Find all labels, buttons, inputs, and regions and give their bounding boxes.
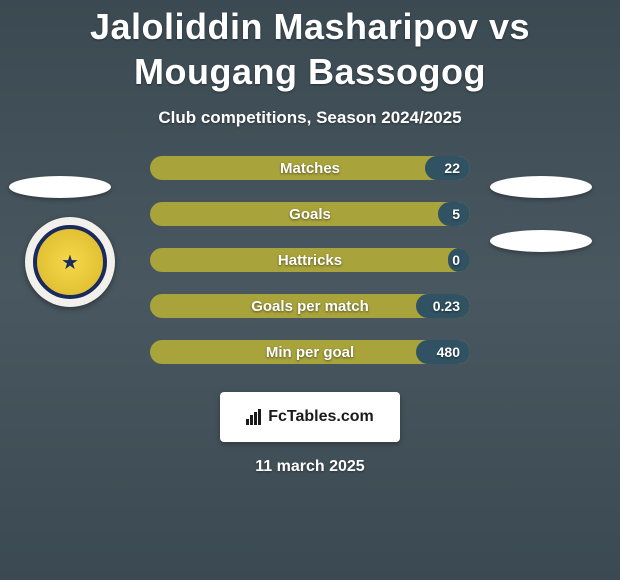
stat-bar-value: 0.23	[433, 298, 460, 314]
stat-bar: Matches 22	[150, 156, 470, 180]
stat-bar-label: Goals	[289, 206, 331, 223]
stat-bar-value: 22	[444, 160, 460, 176]
stat-bar-label: Hattricks	[278, 252, 342, 269]
brand-text: FcTables.com	[268, 408, 374, 426]
page-title: Jaloliddin Masharipov vs Mougang Bassogo…	[0, 4, 620, 94]
barchart-icon	[246, 409, 264, 425]
stat-bars: Matches 22 Goals 5 Hattricks 0 Goals per match…	[150, 156, 470, 364]
stat-bar-value: 0	[452, 252, 460, 268]
crest-star-icon: ★	[61, 250, 79, 275]
stat-bar: Min per goal 480	[150, 340, 470, 364]
stat-bar: Goals per match 0.23	[150, 294, 470, 318]
stat-bar: Goals 5	[150, 202, 470, 226]
brand-box: FcTables.com	[220, 392, 400, 442]
left-oval-1	[9, 176, 111, 198]
stat-bar-value: 480	[437, 344, 460, 360]
stat-bar-label: Goals per match	[251, 298, 369, 315]
subtitle: Club competitions, Season 2024/2025	[158, 108, 461, 128]
content: Jaloliddin Masharipov vs Mougang Bassogo…	[0, 0, 620, 580]
right-oval-2	[490, 230, 592, 252]
stat-area: ★ Matches 22 Goals 5 Hattricks 0 Goals per mat…	[0, 156, 620, 364]
stat-bar-label: Matches	[280, 160, 340, 177]
stat-bar-label: Min per goal	[266, 344, 354, 361]
crest-inner: ★	[33, 225, 107, 299]
club-crest: ★	[25, 217, 115, 307]
stat-bar: Hattricks 0	[150, 248, 470, 272]
right-oval-1	[490, 176, 592, 198]
footer-date: 11 march 2025	[255, 458, 364, 476]
stat-bar-value: 5	[452, 206, 460, 222]
